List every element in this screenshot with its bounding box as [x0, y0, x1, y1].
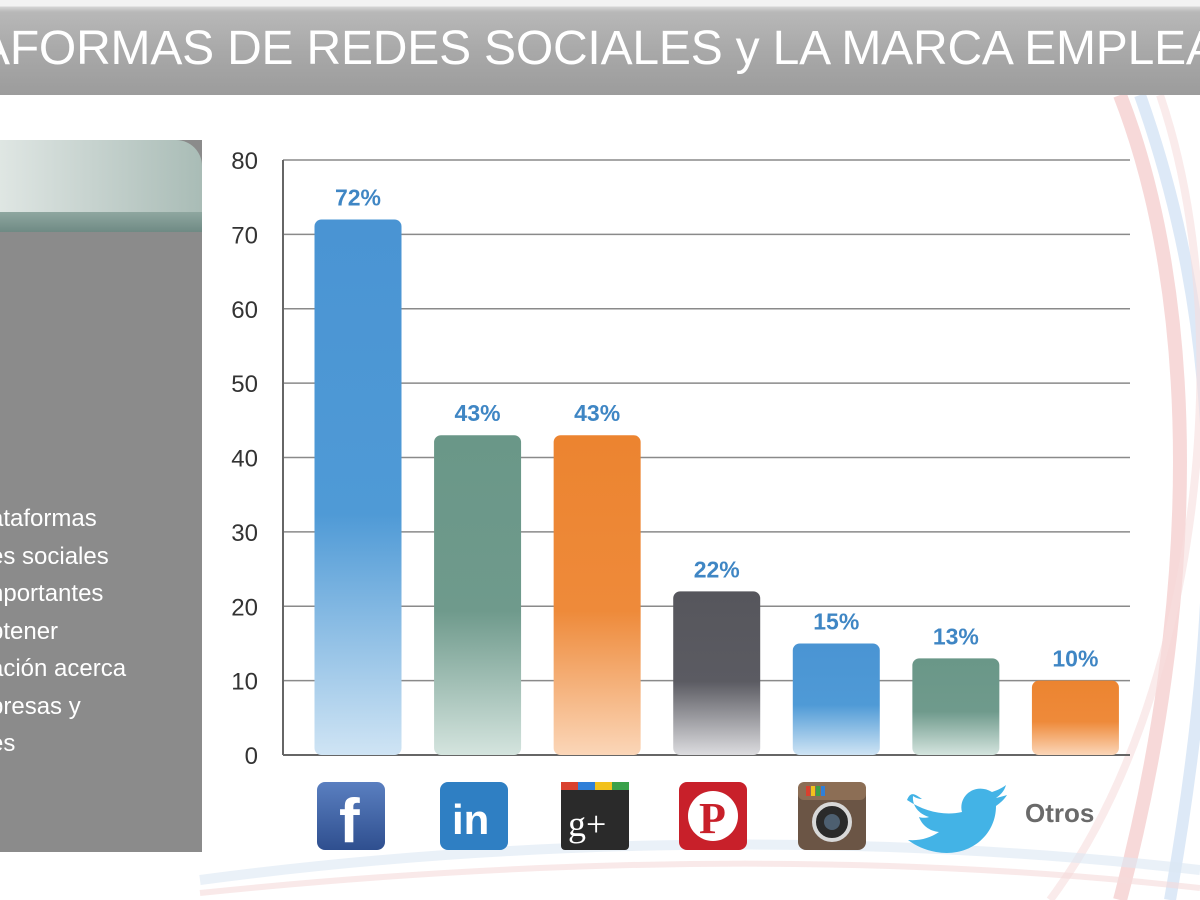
side-panel-band: [0, 212, 202, 232]
bar-3: [673, 591, 761, 755]
side-text-line: es: [0, 730, 16, 757]
side-text-line: btener: [0, 617, 59, 645]
side-text-line: es sociales: [0, 542, 109, 570]
linkedin-glyph: in: [452, 796, 489, 843]
data-label: 43%: [574, 400, 620, 426]
y-tick-label: 50: [231, 371, 258, 398]
category-label-otros: Otros: [1025, 798, 1094, 828]
y-tick-label: 70: [231, 222, 258, 249]
y-tick-label: 30: [231, 520, 258, 547]
y-tick-label: 0: [245, 743, 258, 770]
data-label: 10%: [1052, 646, 1098, 672]
side-text-line: presas y: [0, 692, 81, 720]
bar-1: [434, 435, 522, 755]
facebook-icon: f: [317, 782, 385, 856]
bar-5: [912, 658, 1000, 755]
twitter-icon: [907, 785, 1007, 853]
facebook-glyph: f: [339, 787, 360, 856]
side-panel: ataformas es sociales nportantes btener …: [0, 140, 202, 852]
side-text-line: ataformas: [0, 505, 97, 532]
linkedin-icon: in: [440, 782, 508, 850]
instagram-icon: [798, 782, 866, 850]
data-label: 72%: [335, 185, 381, 211]
bar-0: [314, 219, 402, 755]
google-plus-glyph: g+: [568, 804, 606, 844]
y-tick-label: 60: [231, 297, 258, 324]
y-tick-layer: 0 10 20 30 40 50 60 70 80: [231, 148, 258, 770]
data-label: 22%: [694, 556, 740, 582]
side-text-line: nportantes: [0, 580, 104, 607]
pinterest-glyph: P: [699, 794, 726, 843]
bar-6: [1031, 680, 1119, 755]
bar-4: [792, 643, 880, 755]
pinterest-icon: P: [679, 782, 747, 850]
title-banner: AFORMAS DE REDES SOCIALES y LA MARCA EMP…: [0, 0, 1200, 95]
data-label-layer: 72% 43% 43% 22% 15% 13% 10%: [335, 185, 1098, 672]
side-text-line: ación acerca: [0, 655, 127, 682]
chart-title: AFORMAS DE REDES SOCIALES y LA MARCA EMP…: [0, 22, 1200, 75]
y-tick-label: 20: [231, 594, 258, 621]
google-plus-icon: g+: [561, 782, 629, 850]
data-label: 43%: [455, 400, 501, 426]
y-tick-label: 40: [231, 446, 258, 473]
data-label: 15%: [813, 608, 859, 634]
side-panel-header: [0, 140, 202, 212]
data-label: 13%: [933, 623, 979, 649]
y-tick-label: 80: [231, 148, 258, 175]
bar-2: [553, 435, 641, 755]
side-panel-text: ataformas es sociales nportantes btener …: [0, 500, 202, 763]
bar-layer: [314, 219, 1119, 755]
y-tick-label: 10: [231, 669, 258, 696]
